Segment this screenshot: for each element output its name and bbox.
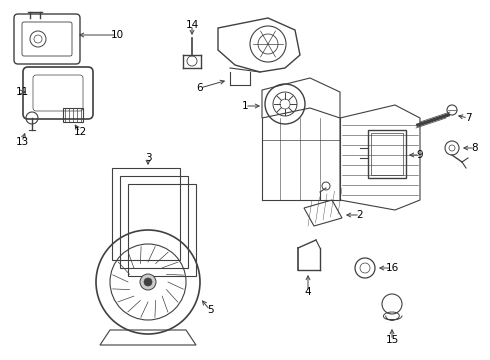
Text: 3: 3: [145, 153, 151, 163]
Text: 1: 1: [242, 101, 248, 111]
Text: 9: 9: [416, 150, 423, 160]
Text: 8: 8: [472, 143, 478, 153]
Circle shape: [144, 278, 152, 286]
Text: 15: 15: [385, 335, 399, 345]
Text: 11: 11: [15, 87, 28, 97]
Bar: [371, 133, 403, 175]
Bar: [128, 184, 196, 276]
Text: 10: 10: [110, 30, 123, 40]
Text: 12: 12: [74, 127, 87, 137]
Circle shape: [140, 274, 156, 290]
Bar: [120, 176, 188, 268]
Text: 7: 7: [465, 113, 471, 123]
Bar: [112, 168, 180, 260]
Text: 6: 6: [196, 83, 203, 93]
Text: 4: 4: [305, 287, 311, 297]
Text: 16: 16: [385, 263, 399, 273]
Text: 5: 5: [207, 305, 213, 315]
Bar: [63, 108, 83, 122]
Text: 13: 13: [15, 137, 28, 147]
Text: 2: 2: [357, 210, 363, 220]
Text: 14: 14: [185, 20, 198, 30]
Bar: [368, 130, 406, 178]
